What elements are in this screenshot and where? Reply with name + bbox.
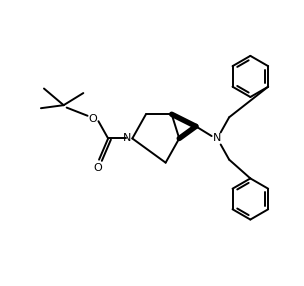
Text: O: O bbox=[88, 114, 97, 124]
Text: N: N bbox=[123, 134, 131, 144]
Text: N: N bbox=[213, 134, 221, 144]
Text: O: O bbox=[93, 163, 102, 173]
